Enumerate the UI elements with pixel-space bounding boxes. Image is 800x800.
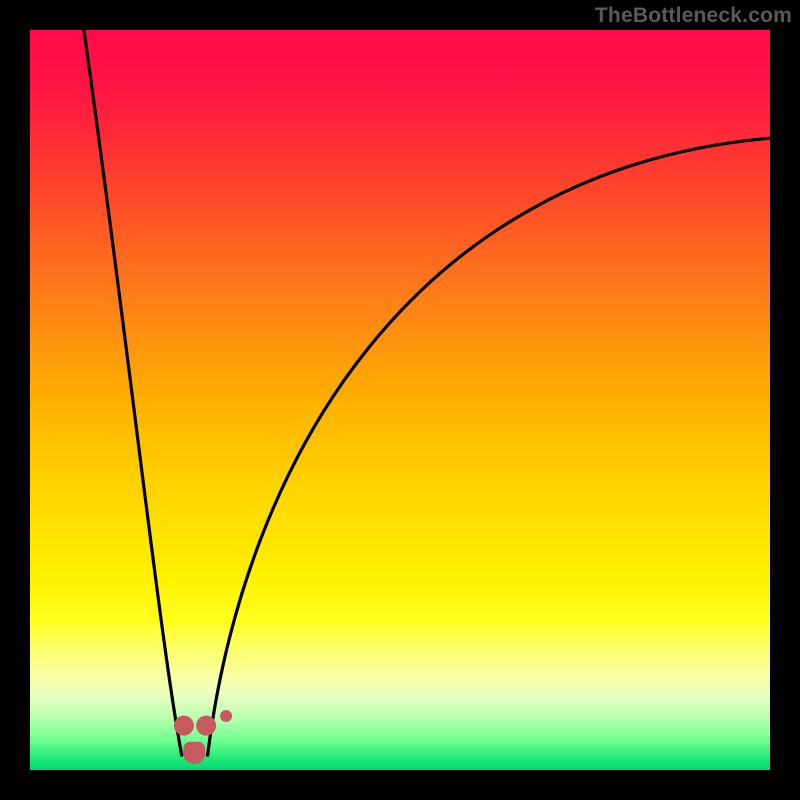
chart-svg: [30, 30, 770, 770]
gradient-background: [30, 30, 770, 770]
dip-marker-dot: [220, 710, 232, 722]
plot-area: [30, 30, 770, 770]
dip-marker-base: [183, 742, 205, 756]
chart-container: TheBottleneck.com: [0, 0, 800, 800]
dip-marker-dot: [174, 716, 194, 736]
watermark-text: TheBottleneck.com: [595, 4, 792, 28]
dip-marker-dot: [196, 716, 216, 736]
